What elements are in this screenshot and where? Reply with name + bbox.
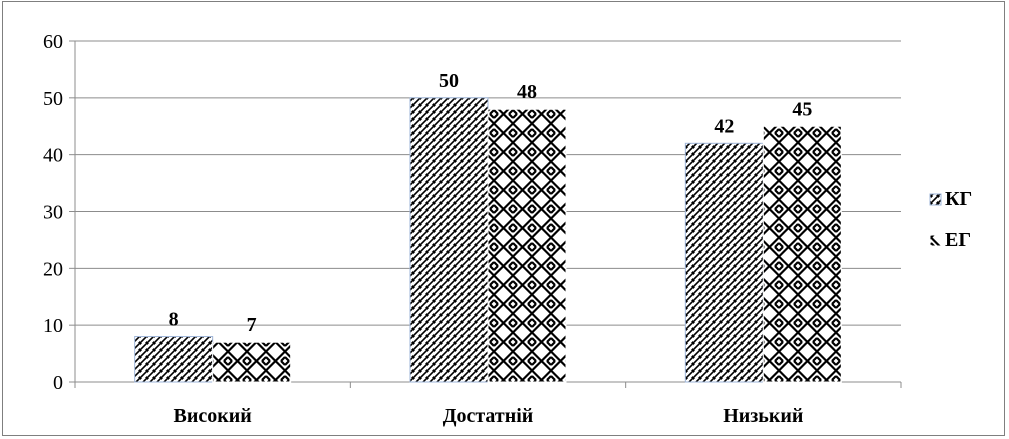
data-label: 7 xyxy=(247,314,257,336)
bar-ег xyxy=(212,341,292,383)
legend-swatch-ег xyxy=(929,234,942,247)
legend-swatch-кг xyxy=(929,193,942,206)
legend: КГ ЕГ xyxy=(929,188,972,251)
y-tick-label: 30 xyxy=(43,202,63,224)
labels: 0 10 20 30 40 50 60 8 7 Високий 50 48 Достатній 42 45 Н… xyxy=(43,31,812,427)
data-label: 50 xyxy=(439,70,459,92)
legend-label: КГ xyxy=(945,188,972,210)
legend-label: ЕГ xyxy=(945,229,971,251)
bar-кг xyxy=(409,97,489,383)
y-tick-label: 0 xyxy=(53,372,63,394)
bars xyxy=(134,97,842,383)
data-label: 42 xyxy=(714,115,734,137)
y-tick-label: 50 xyxy=(43,88,63,110)
y-tick-label: 40 xyxy=(43,145,63,167)
x-category-label: Низький xyxy=(723,405,803,427)
bar-ег xyxy=(487,108,567,383)
data-label: 8 xyxy=(169,309,179,331)
bar-ег xyxy=(762,125,842,383)
y-tick-label: 20 xyxy=(43,258,63,280)
data-label: 48 xyxy=(517,81,537,103)
y-tick-label: 10 xyxy=(43,315,63,337)
x-category-label: Високий xyxy=(174,405,252,427)
data-label: 45 xyxy=(792,98,812,120)
bar-кг xyxy=(684,142,764,383)
bar-кг xyxy=(134,336,214,383)
y-tick-label: 60 xyxy=(43,31,63,53)
x-category-label: Достатній xyxy=(443,405,534,427)
